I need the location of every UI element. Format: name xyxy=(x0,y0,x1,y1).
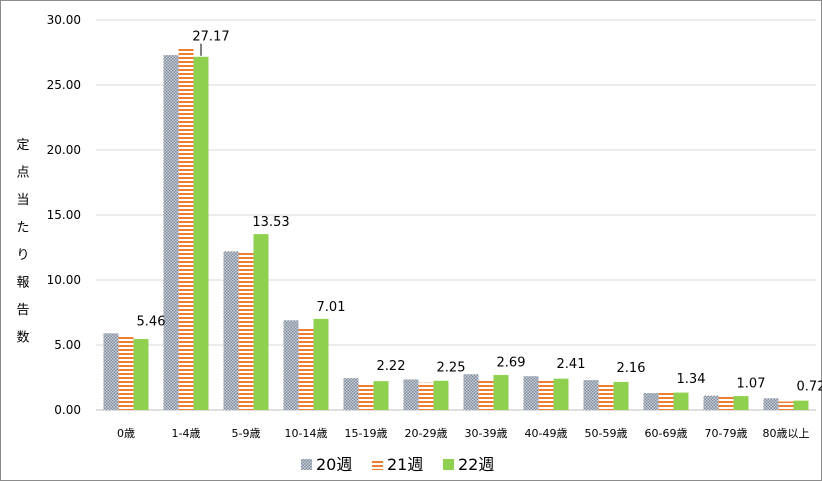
bar-22週-1-4歳 xyxy=(193,56,209,410)
legend-label: 20週 xyxy=(316,455,352,474)
bar-22週-0歳 xyxy=(133,339,149,410)
legend: 20週 21週 22週 xyxy=(301,455,494,474)
bar-22週-15-19歳 xyxy=(373,381,389,410)
bar-20週-10-14歳 xyxy=(283,320,299,410)
y-axis-ticks: 0.00 5.00 10.00 15.00 20.00 25.00 30.00 xyxy=(47,13,81,417)
bar-22週-30-39歳 xyxy=(493,375,509,410)
y-tick-label: 30.00 xyxy=(47,13,81,27)
legend-swatch-20週 xyxy=(301,459,312,470)
bar-21週-15-19歳 xyxy=(358,383,374,410)
bar-20週-40-49歳 xyxy=(523,376,539,410)
bar-21週-60-69歳 xyxy=(658,391,674,410)
legend-swatch-21週 xyxy=(372,459,383,470)
bar-21週-50-59歳 xyxy=(598,384,614,410)
x-category-label: 0歳 xyxy=(117,427,135,440)
bar-21週-40-49歳 xyxy=(538,379,554,410)
y-tick-label: 5.00 xyxy=(54,338,81,352)
x-category-label: 60-69歳 xyxy=(645,427,688,440)
data-label: 2.16 xyxy=(617,361,646,376)
bar-22週-5-9歳 xyxy=(253,234,269,410)
bar-20週-0歳 xyxy=(103,333,119,410)
bar-21週-0歳 xyxy=(118,335,134,410)
y-axis-label: 定点当たり報告数 xyxy=(16,138,29,346)
data-label: 1.34 xyxy=(677,372,706,387)
bar-20週-70-79歳 xyxy=(703,395,719,410)
bar-22週-50-59歳 xyxy=(613,381,629,410)
x-category-label: 5-9歳 xyxy=(232,427,261,440)
data-label: 0.72 xyxy=(797,379,822,394)
y-tick-label: 0.00 xyxy=(54,403,81,417)
bar-20週-80歳以上 xyxy=(763,398,779,410)
bar-21週-20-29歳 xyxy=(418,382,434,410)
bar-22週-70-79歳 xyxy=(733,396,749,410)
x-category-label: 40-49歳 xyxy=(525,427,568,440)
bar-20週-50-59歳 xyxy=(583,380,599,410)
data-labels: 5.46 27.17 13.53 7.01 2.22 2.25 2.69 2.41 2.16 1.… xyxy=(137,30,822,395)
x-category-label: 30-39歳 xyxy=(465,427,508,440)
legend-label: 22週 xyxy=(458,455,494,474)
legend-label: 21週 xyxy=(387,455,423,474)
bar-21週-10-14歳 xyxy=(298,328,314,410)
x-category-label: 50-59歳 xyxy=(585,427,628,440)
gridlines xyxy=(96,19,816,411)
data-label: 1.07 xyxy=(737,377,766,392)
bar-21週-1-4歳 xyxy=(178,48,194,410)
bar-22週-80歳以上 xyxy=(793,400,809,410)
bar-20週-15-19歳 xyxy=(343,378,359,410)
x-axis-categories: 0歳 1-4歳 5-9歳 10-14歳 15-19歳 20-29歳 30-39歳 40-49歳… xyxy=(117,427,810,440)
data-label: 13.53 xyxy=(252,215,289,230)
legend-swatch-22週 xyxy=(443,459,454,470)
y-tick-label: 25.00 xyxy=(47,78,81,92)
bar-22週-20-29歳 xyxy=(433,380,449,410)
x-category-label: 15-19歳 xyxy=(345,427,388,440)
bar-20週-30-39歳 xyxy=(463,374,479,410)
x-category-label: 20-29歳 xyxy=(405,427,448,440)
bars xyxy=(103,48,809,410)
y-tick-label: 10.00 xyxy=(47,273,81,287)
bar-22週-40-49歳 xyxy=(553,378,569,410)
bar-20週-1-4歳 xyxy=(163,55,179,410)
x-category-label: 80歳以上 xyxy=(763,427,810,440)
y-tick-label: 20.00 xyxy=(47,143,81,157)
bar-22週-60-69歳 xyxy=(673,392,689,410)
bar-20週-5-9歳 xyxy=(223,251,239,410)
bar-21週-5-9歳 xyxy=(238,252,254,410)
data-label: 7.01 xyxy=(317,300,346,315)
x-category-label: 70-79歳 xyxy=(705,427,748,440)
data-label: 2.41 xyxy=(557,357,586,372)
data-label: 27.17 xyxy=(192,30,229,45)
bar-21週-70-79歳 xyxy=(718,395,734,410)
bar-22週-10-14歳 xyxy=(313,318,329,410)
x-category-label: 10-14歳 xyxy=(285,427,328,440)
y-tick-label: 15.00 xyxy=(47,208,81,222)
data-label: 2.69 xyxy=(497,355,526,370)
bar-21週-30-39歳 xyxy=(478,380,494,410)
y-axis-title: 定点当たり報告数 xyxy=(16,138,29,346)
bar-20週-60-69歳 xyxy=(643,393,659,410)
x-category-label: 1-4歳 xyxy=(172,427,201,440)
bar-21週-80歳以上 xyxy=(778,401,794,410)
data-label: 2.25 xyxy=(437,360,466,375)
data-label: 5.46 xyxy=(137,314,166,329)
data-label: 2.22 xyxy=(377,359,406,374)
bar-20週-20-29歳 xyxy=(403,379,419,410)
